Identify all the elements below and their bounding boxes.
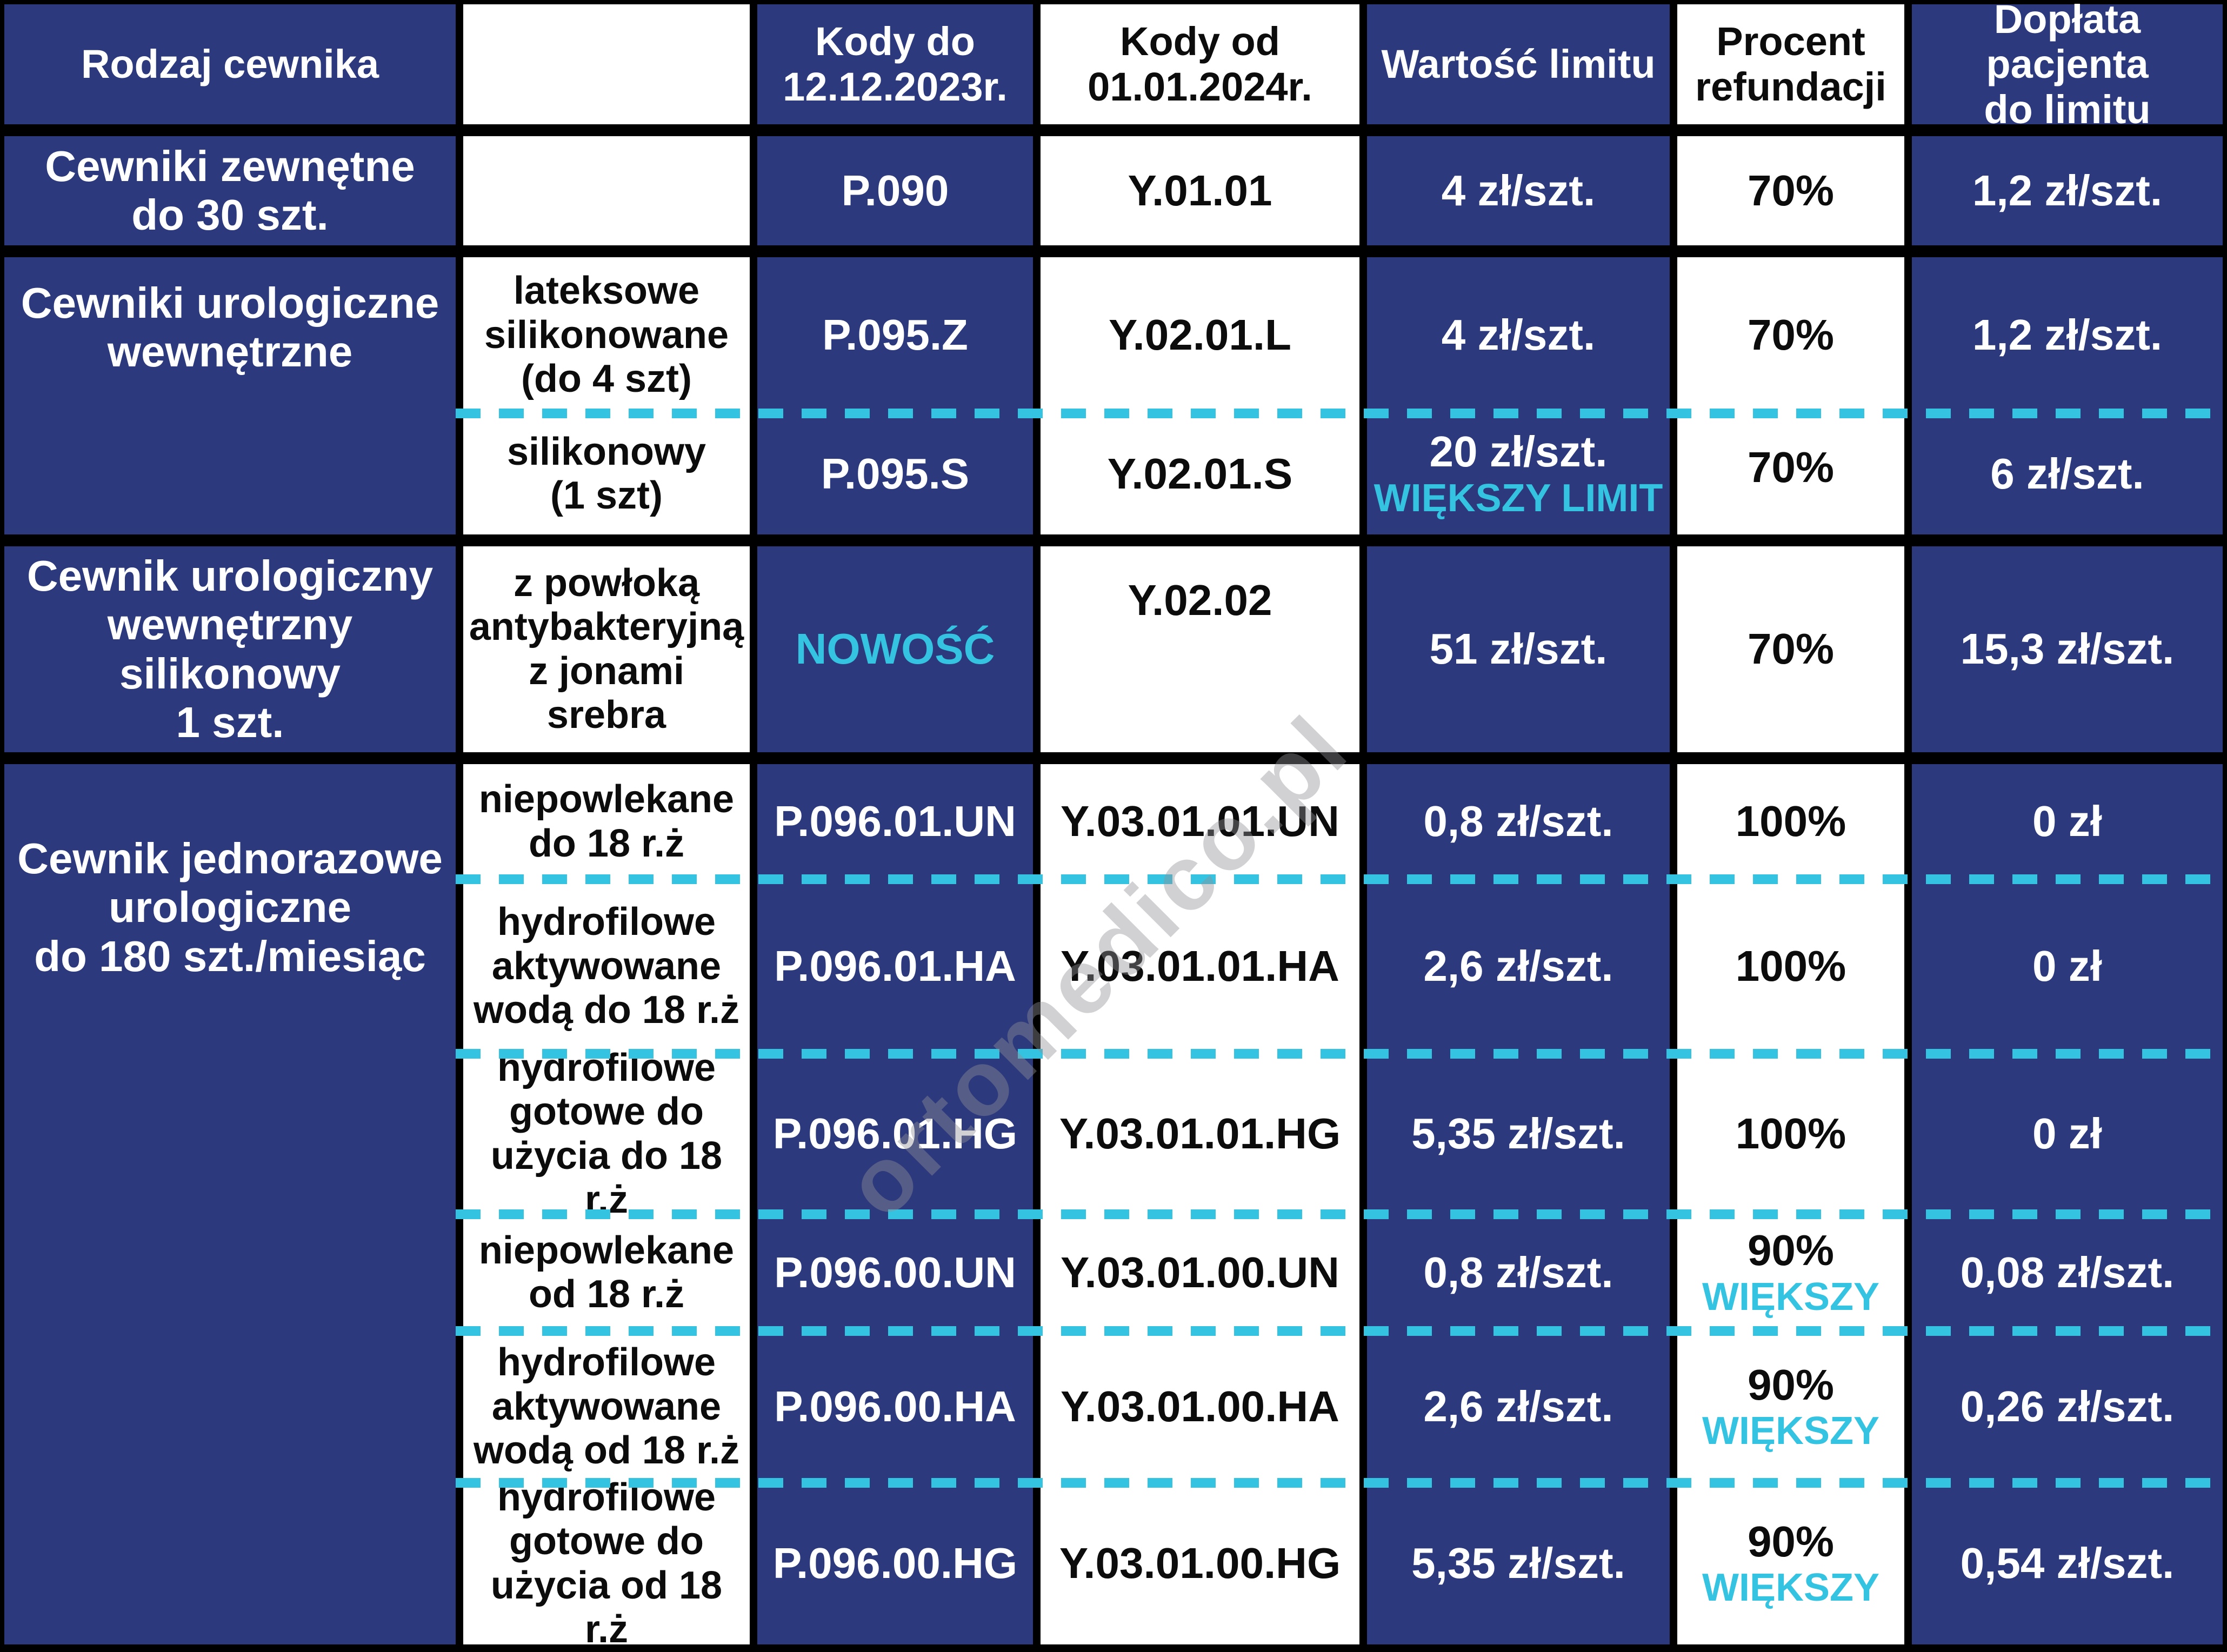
cell-procent: 70% xyxy=(1677,136,1904,245)
column-limit: 0,8 zł/szt. 2,6 zł/szt. 5,35 zł/szt. 0,8… xyxy=(1367,764,1670,1644)
cell-kod-do: P.096.00.HG xyxy=(757,1483,1033,1644)
row-title: Cewnik urologiczny wewnętrzny silikonowy… xyxy=(4,546,456,752)
cell-kod-od: Y.01.01 xyxy=(1041,136,1359,245)
cell-kod-od: Y.03.01.01.UN xyxy=(1041,764,1359,879)
cell-kod-od: Y.03.01.00.HA xyxy=(1041,1331,1359,1483)
header-procent-refundacji: Procent refundacji xyxy=(1677,4,1904,124)
cell-subtype: hydrofilowe gotowe do użycia od 18 r.ż xyxy=(463,1476,750,1651)
header-wartosc-limitu: Wartość limitu xyxy=(1367,4,1670,124)
cell-kod-od: Y.02.01.S xyxy=(1041,413,1359,534)
cell-kod-do: P.095.S xyxy=(757,413,1033,534)
cell-procent: 100% xyxy=(1677,879,1904,1054)
cell-subtype: hydrofilowe aktywowane wodą od 18 r.ż xyxy=(463,1331,750,1483)
cell-doplata: 0 zł xyxy=(1912,1054,2223,1214)
cell-limit: 20 zł/szt. WIĘKSZY LIMIT xyxy=(1367,413,1670,534)
section-cewniki-jednorazowe: Cewnik jednorazowe urologiczne do 180 sz… xyxy=(4,764,2223,1651)
column-procent: 70% 70% xyxy=(1677,257,1904,534)
cell-kod-do: P.096.00.UN xyxy=(757,1214,1033,1331)
cell-limit: 2,6 zł/szt. xyxy=(1367,1331,1670,1483)
cell-procent: 90% WIĘKSZY xyxy=(1677,1331,1904,1483)
cell-limit: 5,35 zł/szt. xyxy=(1367,1483,1670,1644)
cell-limit: 0,8 zł/szt. xyxy=(1367,1214,1670,1331)
limit-value: 20 zł/szt. xyxy=(1429,427,1608,476)
cell-limit: 0,8 zł/szt. xyxy=(1367,764,1670,879)
cell-kod-do: P.096.00.HA xyxy=(757,1331,1033,1483)
cell-kod-do: P.096.01.HA xyxy=(757,879,1033,1054)
cell-subtype: hydrofilowe gotowe do użycia do 18 r.ż xyxy=(463,1046,750,1221)
cell-limit: 4 zł/szt. xyxy=(1367,136,1670,245)
cell-kod-do: P.096.01.UN xyxy=(757,764,1033,879)
cell-doplata: 0 zł xyxy=(1912,879,2223,1054)
cell-kod-do: P.090 xyxy=(757,136,1033,245)
procent-value: 90% xyxy=(1747,1360,1835,1409)
column-procent: 100% 100% 100% 90% WIĘKSZY 90% WIĘKSZY 9… xyxy=(1677,764,1904,1644)
cell-subtype: lateksowe silikonowane (do 4 szt) xyxy=(463,257,750,413)
column-doplata: 1,2 zł/szt. 6 zł/szt. xyxy=(1912,257,2223,534)
cell-kod-do: P.096.01.HG xyxy=(757,1054,1033,1214)
cell-doplata: 0,26 zł/szt. xyxy=(1912,1331,2223,1483)
cell-limit: 5,35 zł/szt. xyxy=(1367,1054,1670,1214)
cell-kod-do: P.095.Z xyxy=(757,257,1033,413)
header-subtype-empty xyxy=(463,4,750,124)
cell-kod-od: Y.03.01.00.UN xyxy=(1041,1214,1359,1331)
cell-doplata: 1,2 zł/szt. xyxy=(1912,257,2223,413)
procent-highlight-wiekszy: WIĘKSZY xyxy=(1702,1566,1879,1610)
cell-procent: 70% xyxy=(1677,257,1904,413)
cell-limit: 51 zł/szt. xyxy=(1367,546,1670,752)
column-subtype: lateksowe silikonowane (do 4 szt) siliko… xyxy=(463,257,750,534)
cell-doplata: 6 zł/szt. xyxy=(1912,413,2223,534)
cell-kod-od: Y.02.01.L xyxy=(1041,257,1359,413)
header-kody-do: Kody do 12.12.2023r. xyxy=(757,4,1033,124)
row-title: Cewniki urologiczne wewnętrzne xyxy=(4,257,456,534)
cell-limit: 4 zł/szt. xyxy=(1367,257,1670,413)
section-cewniki-wewnetrzne: Cewniki urologiczne wewnętrzne lateksowe… xyxy=(4,257,2223,534)
column-limit: 4 zł/szt. 20 zł/szt. WIĘKSZY LIMIT xyxy=(1367,257,1670,534)
limit-highlight-wiekszy-limit: WIĘKSZY LIMIT xyxy=(1373,476,1663,520)
table-header-row: Rodzaj cewnika Kody do 12.12.2023r. Kody… xyxy=(4,0,2223,132)
cell-doplata: 0,54 zł/szt. xyxy=(1912,1483,2223,1644)
column-kod-do: P.095.Z P.095.S xyxy=(757,257,1033,534)
cell-subtype: hydrofilowe aktywowane wodą do 18 r.ż xyxy=(463,879,750,1054)
section-cewniki-zewnetrzne: Cewniki zewnętne do 30 szt. P.090 Y.01.0… xyxy=(4,136,2223,245)
cell-doplata: 0,08 zł/szt. xyxy=(1912,1214,2223,1331)
procent-value: 90% xyxy=(1747,1226,1835,1275)
column-subtype: niepowlekane do 18 r.ż hydrofilowe aktyw… xyxy=(463,764,750,1651)
cell-procent: 100% xyxy=(1677,1054,1904,1214)
column-doplata: 0 zł 0 zł 0 zł 0,08 zł/szt. 0,26 zł/szt.… xyxy=(1912,764,2223,1644)
cell-subtype: niepowlekane od 18 r.ż xyxy=(463,1214,750,1331)
header-kody-od: Kody od 01.01.2024r. xyxy=(1041,4,1359,124)
cell-procent: 70% xyxy=(1677,413,1904,534)
procent-value: 90% xyxy=(1747,1517,1835,1566)
cell-procent: 90% WIĘKSZY xyxy=(1677,1483,1904,1644)
cell-procent: 100% xyxy=(1677,764,1904,879)
cell-kod-do-nowosc: NOWOŚĆ xyxy=(757,546,1033,752)
cell-doplata: 0 zł xyxy=(1912,764,2223,879)
cell-procent: 70% xyxy=(1677,546,1904,752)
cell-subtype-empty xyxy=(463,136,750,245)
row-title: Cewniki zewnętne do 30 szt. xyxy=(4,136,456,245)
cell-doplata: 15,3 zł/szt. xyxy=(1912,546,2223,752)
cell-procent: 90% WIĘKSZY xyxy=(1677,1214,1904,1331)
procent-highlight-wiekszy: WIĘKSZY xyxy=(1702,1275,1879,1319)
cell-subtype: silikonowy (1 szt) xyxy=(463,413,750,534)
column-kod-do: P.096.01.UN P.096.01.HA P.096.01.HG P.09… xyxy=(757,764,1033,1644)
cell-kod-od: Y.03.01.00.HG xyxy=(1041,1483,1359,1644)
row-title: Cewnik jednorazowe urologiczne do 180 sz… xyxy=(4,764,456,1644)
cell-subtype: z powłoką antybakteryjną z jonami srebra xyxy=(463,546,750,752)
procent-highlight-wiekszy: WIĘKSZY xyxy=(1702,1409,1879,1453)
column-kod-od: Y.02.01.L Y.02.01.S xyxy=(1041,257,1359,534)
cell-kod-od: Y.03.01.01.HA xyxy=(1041,879,1359,1054)
cell-doplata: 1,2 zł/szt. xyxy=(1912,136,2223,245)
section-cewnik-silikonowy: Cewnik urologiczny wewnętrzny silikonowy… xyxy=(4,546,2223,752)
header-rodzaj-cewnika: Rodzaj cewnika xyxy=(4,4,456,124)
cell-subtype: niepowlekane do 18 r.ż xyxy=(463,764,750,879)
header-doplata-pacjenta: Dopłata pacjenta do limitu xyxy=(1912,0,2223,132)
cell-limit: 2,6 zł/szt. xyxy=(1367,879,1670,1054)
column-kod-od: Y.03.01.01.UN Y.03.01.01.HA Y.03.01.01.H… xyxy=(1041,764,1359,1644)
cell-kod-od: Y.02.02 xyxy=(1041,546,1359,752)
cell-kod-od: Y.03.01.01.HG xyxy=(1041,1054,1359,1214)
